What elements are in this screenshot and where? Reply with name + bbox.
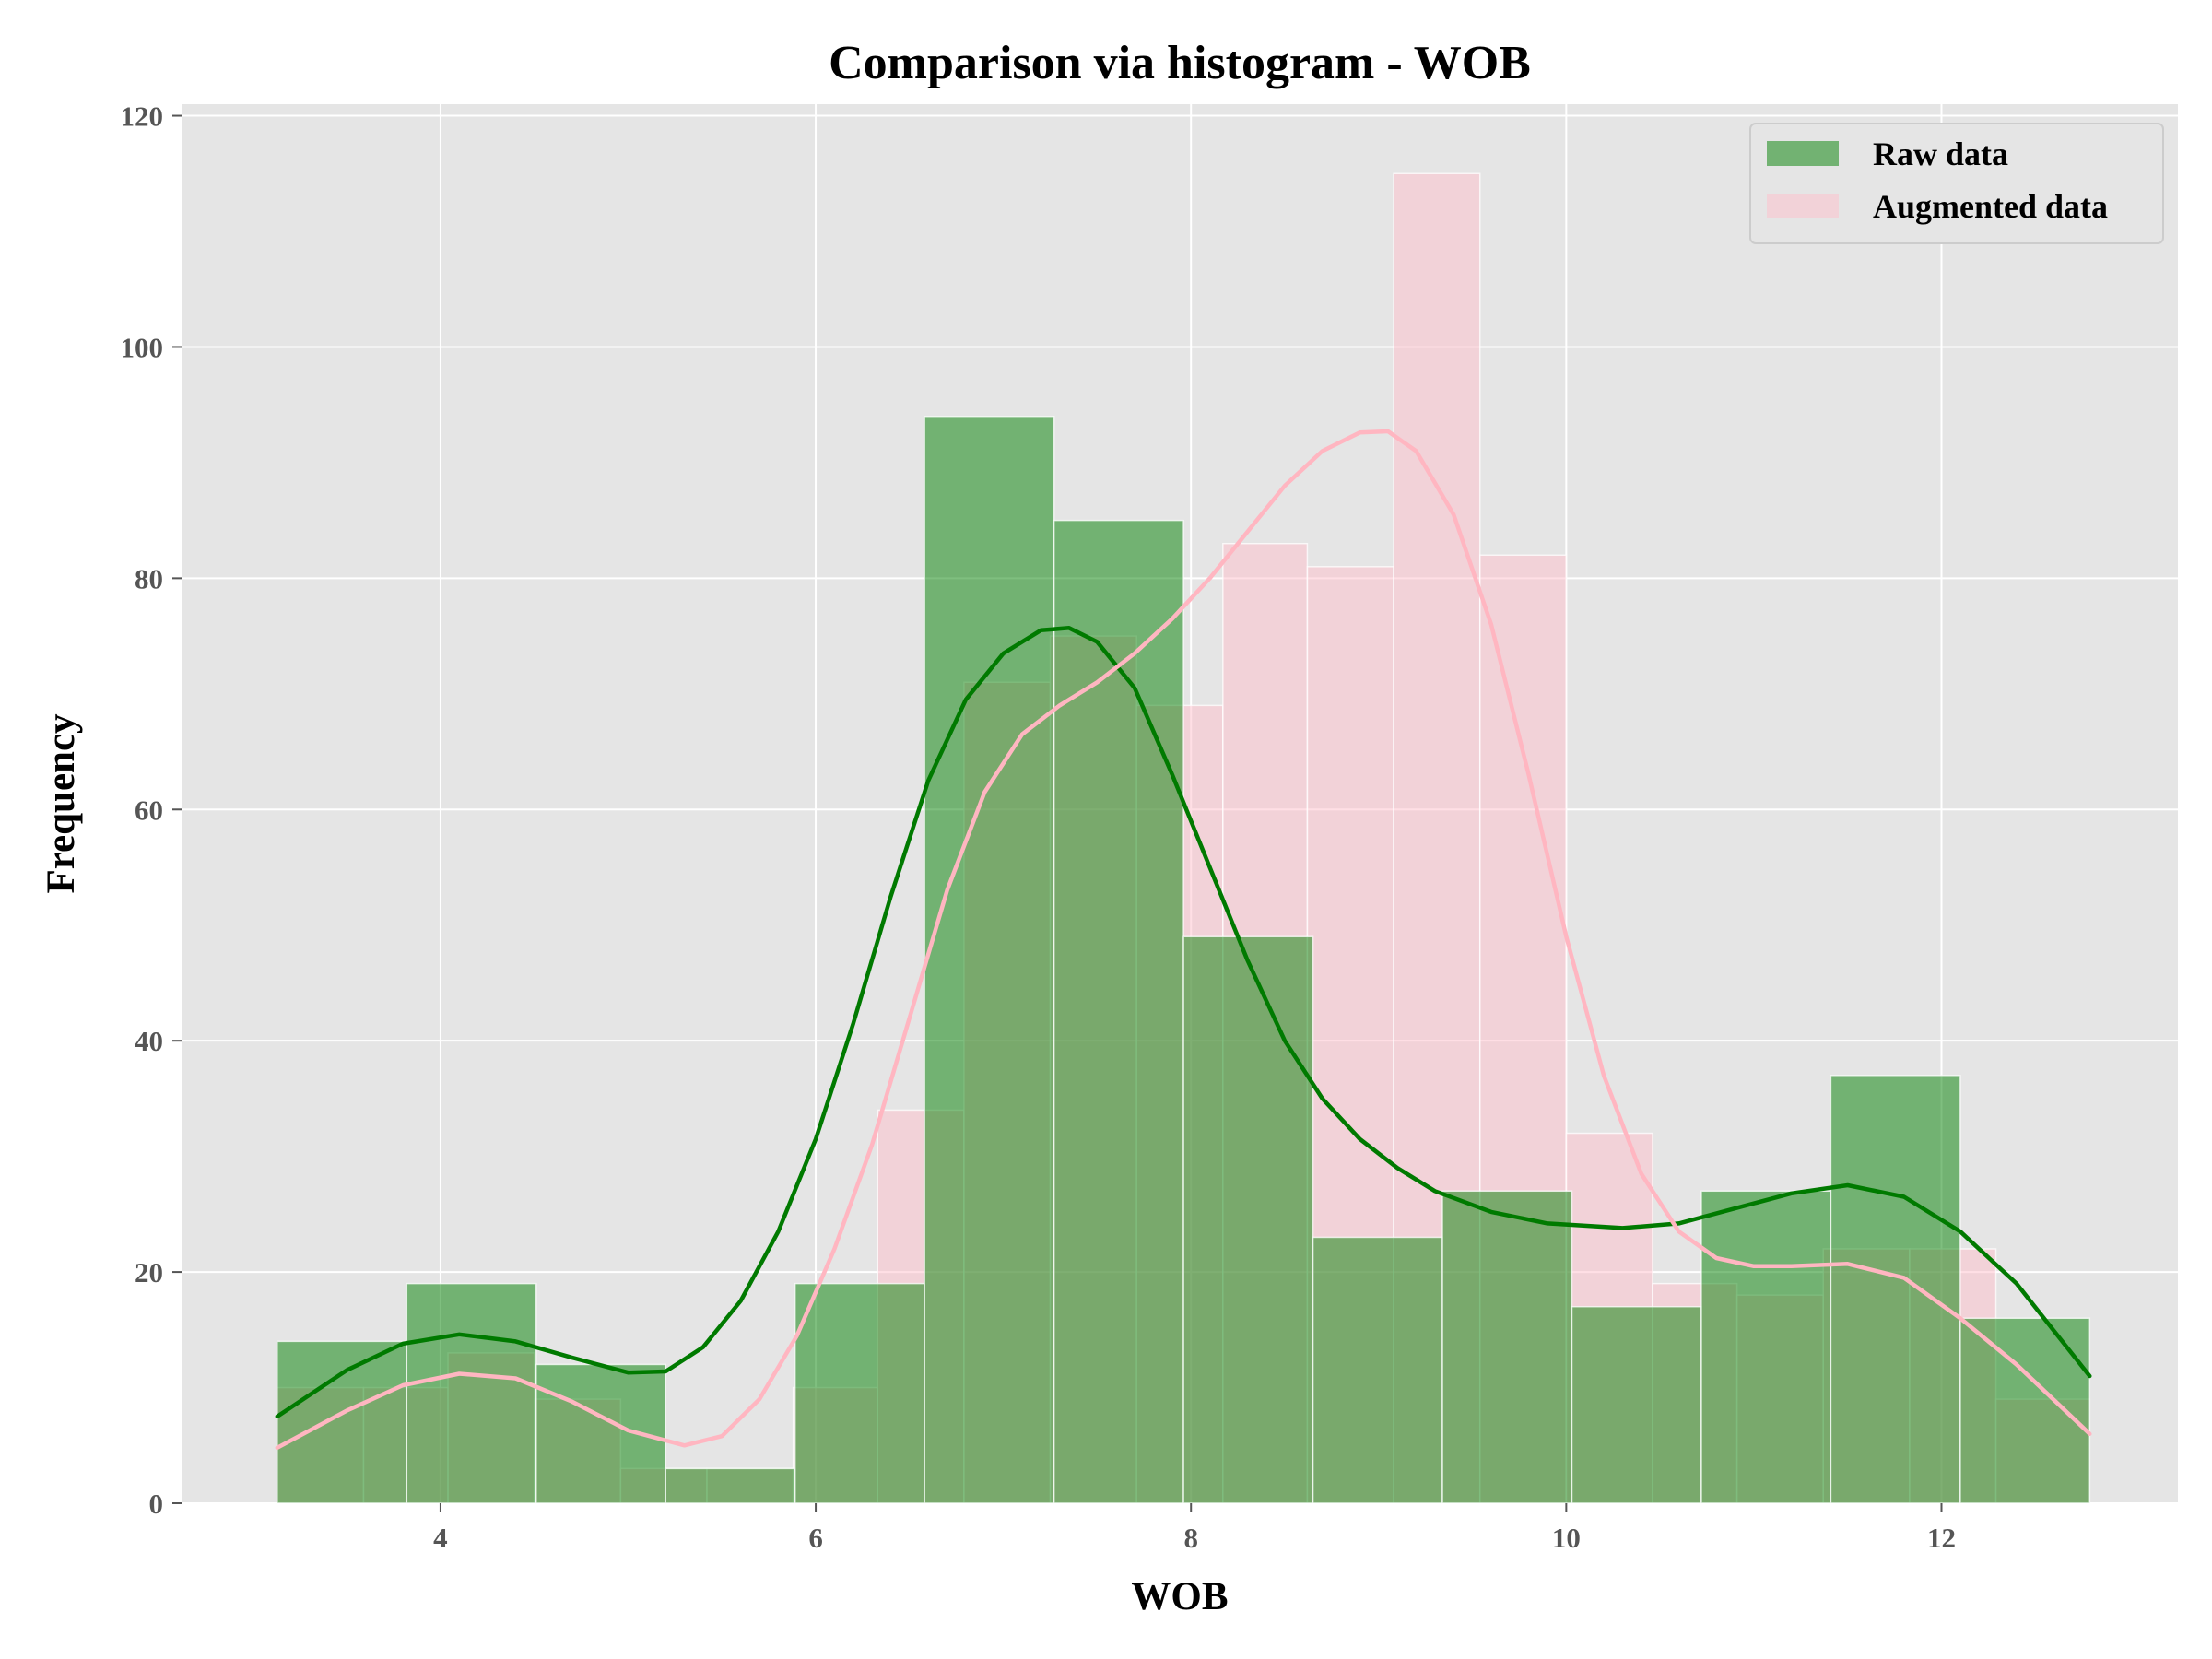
x-tick-label: 6 <box>808 1522 823 1554</box>
augmented-kde-line <box>275 429 2092 1451</box>
y-tick-label: 120 <box>121 100 164 133</box>
raw-bar <box>1053 519 1184 1504</box>
x-tick-label: 8 <box>1183 1522 1198 1554</box>
x-tick-label: 10 <box>1552 1522 1581 1554</box>
raw-bar <box>1312 1236 1443 1504</box>
raw-bar <box>1571 1305 1702 1504</box>
legend-swatch-augmented <box>1767 194 1839 218</box>
kde-lines <box>275 429 2092 1451</box>
legend-label-augmented: Augmented data <box>1873 188 2108 225</box>
raw-bar <box>1182 935 1314 1504</box>
raw-bar <box>665 1467 796 1504</box>
raw-bar <box>1830 1075 1961 1504</box>
y-tick-label: 40 <box>135 1025 163 1057</box>
legend: Raw data Augmented data <box>1749 123 2164 244</box>
legend-label-raw: Raw data <box>1873 135 2008 172</box>
raw-bar <box>1959 1317 2091 1504</box>
x-axis-label: WOB <box>1131 1575 1228 1618</box>
y-tick-label: 0 <box>149 1488 164 1520</box>
raw-bar <box>794 1282 925 1504</box>
y-axis-label: Frequency <box>40 713 83 894</box>
raw-kde-line <box>275 626 2092 1419</box>
raw-bar <box>1700 1190 1832 1504</box>
chart-title: Comparison via histogram - WOB <box>829 37 1531 89</box>
y-tick-label: 100 <box>121 331 164 363</box>
y-tick-label: 60 <box>135 794 163 826</box>
raw-bar <box>924 415 1055 1504</box>
raw-bar <box>276 1340 408 1504</box>
y-tick-label: 80 <box>135 562 163 594</box>
raw-data-bars <box>276 415 2091 1504</box>
raw-bar <box>1441 1190 1573 1504</box>
x-tick-label: 4 <box>433 1522 448 1554</box>
legend-swatch-raw <box>1767 141 1839 166</box>
y-tick-label: 20 <box>135 1256 163 1288</box>
raw-bar <box>406 1282 537 1504</box>
x-tick-label: 12 <box>1927 1522 1956 1554</box>
legend-box <box>1749 123 2164 244</box>
